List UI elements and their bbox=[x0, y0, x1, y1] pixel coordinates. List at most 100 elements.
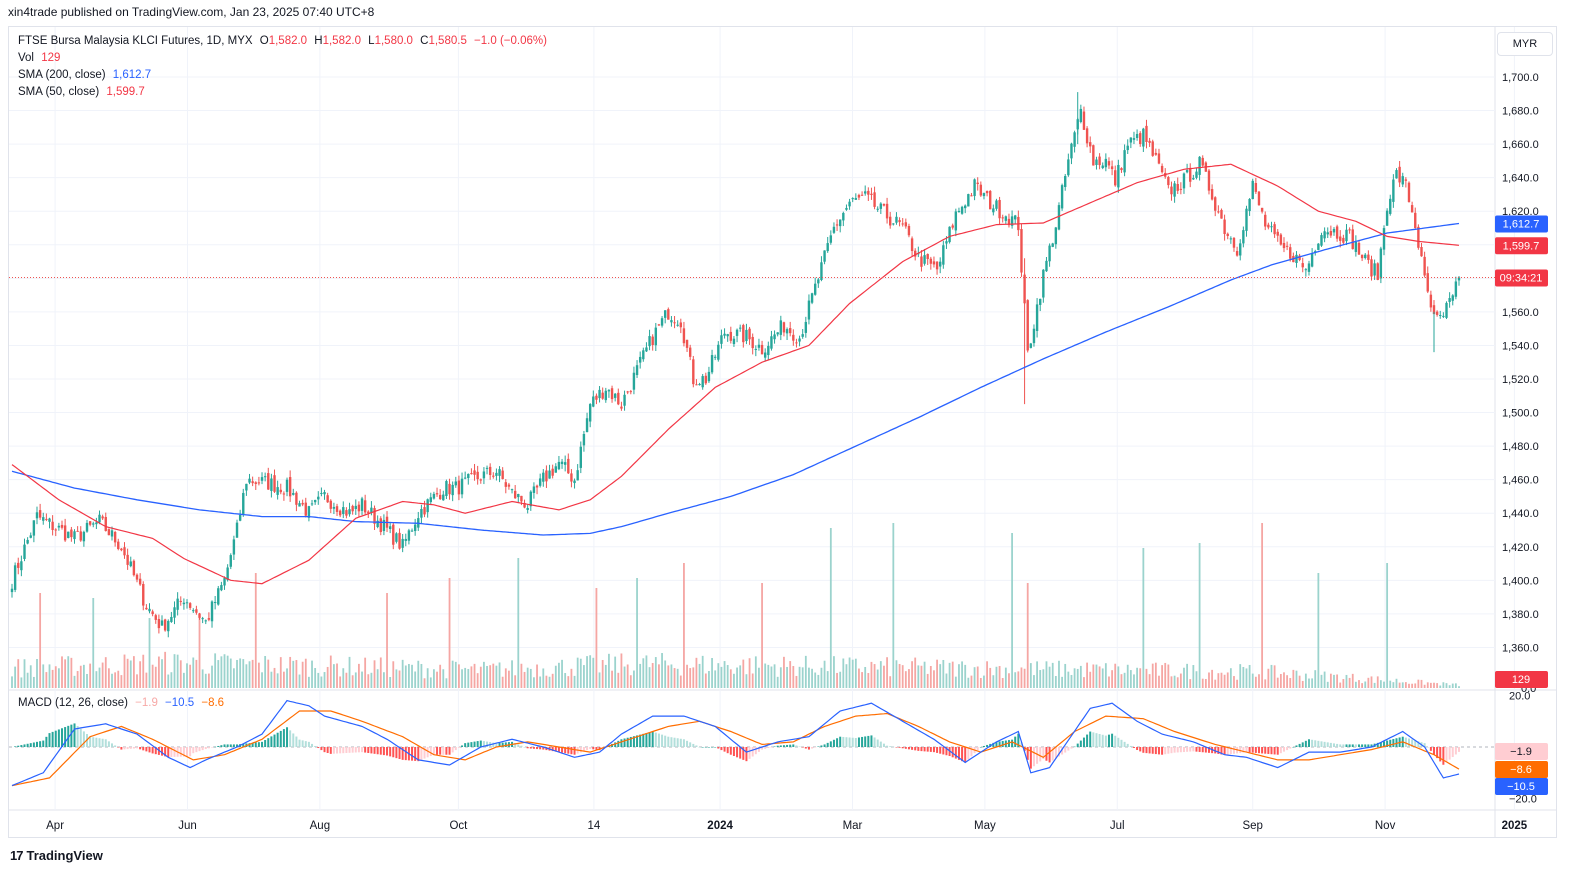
macd-histogram-bar bbox=[304, 741, 307, 747]
candle-body bbox=[1132, 138, 1136, 140]
macd-histogram-bar bbox=[182, 747, 185, 757]
volume-legend[interactable]: Vol 129 bbox=[18, 52, 64, 64]
volume-bar bbox=[1351, 673, 1354, 688]
macd-histogram-bar bbox=[1323, 741, 1326, 747]
candle bbox=[92, 521, 95, 528]
candle-body bbox=[395, 533, 398, 542]
macd-line-value: −10.5 bbox=[165, 697, 195, 709]
candle bbox=[195, 605, 198, 615]
volume-bar bbox=[1179, 673, 1182, 688]
macd-histogram-bar bbox=[48, 733, 51, 747]
symbol-legend[interactable]: FTSE Bursa Malaysia KLCI Futures, 1D, MY… bbox=[18, 35, 551, 47]
macd-histogram-bar bbox=[1448, 747, 1451, 760]
candle-body bbox=[132, 560, 136, 576]
macd-histogram-bar bbox=[442, 747, 445, 755]
macd-histogram-bar bbox=[307, 741, 310, 747]
macd-histogram-bar bbox=[1186, 747, 1189, 752]
volume-bar bbox=[1139, 668, 1142, 688]
candle-body bbox=[679, 322, 683, 328]
volume-bar bbox=[858, 668, 860, 688]
candle-body bbox=[867, 190, 870, 195]
sma200-legend[interactable]: SMA (200, close) 1,612.7 bbox=[18, 69, 155, 81]
macd-histogram-bar bbox=[926, 747, 929, 752]
macd-histogram-bar bbox=[1195, 747, 1198, 752]
volume-bar bbox=[1317, 573, 1320, 688]
volume-bar bbox=[245, 664, 248, 688]
volume-badge-bg bbox=[1495, 671, 1548, 688]
candle bbox=[379, 516, 382, 536]
volume-bar bbox=[114, 672, 117, 688]
tradingview-logo-icon: 17 bbox=[10, 848, 24, 863]
candle-body bbox=[651, 336, 654, 346]
candle bbox=[1382, 225, 1386, 256]
tradingview-logo[interactable]: 17 TradingView bbox=[10, 848, 103, 863]
candle-body bbox=[1101, 165, 1104, 169]
candle-body bbox=[1029, 343, 1033, 348]
candle bbox=[1445, 301, 1448, 320]
candle-body bbox=[629, 391, 633, 393]
volume-bar bbox=[573, 675, 576, 688]
volume-bar bbox=[567, 676, 570, 688]
volume-bar bbox=[733, 673, 735, 688]
candle bbox=[1092, 144, 1095, 166]
candle-body bbox=[1392, 179, 1395, 202]
volume-bar bbox=[414, 671, 417, 688]
macd-histogram-bar bbox=[739, 747, 742, 759]
macd-histogram-bar bbox=[1267, 747, 1270, 754]
candle bbox=[542, 469, 545, 487]
candle-body bbox=[251, 481, 254, 484]
sma50-legend[interactable]: SMA (50, close) 1,599.7 bbox=[18, 86, 149, 98]
candle-body bbox=[870, 193, 873, 195]
volume-bar bbox=[323, 672, 326, 688]
currency-selector[interactable]: MYR bbox=[1497, 32, 1553, 56]
price-tick-label: 1,520.0 bbox=[1502, 374, 1539, 386]
macd-legend[interactable]: MACD (12, 26, close) −1.9 −10.5 −8.6 bbox=[18, 697, 228, 709]
macd-histogram-bar bbox=[857, 737, 860, 747]
macd-histogram-bar bbox=[992, 742, 995, 747]
candle bbox=[982, 192, 986, 200]
macd-histogram-bar bbox=[95, 737, 98, 747]
volume-bar bbox=[464, 667, 467, 688]
candle bbox=[679, 318, 683, 334]
candle bbox=[676, 320, 679, 327]
candle-body bbox=[748, 328, 751, 340]
candle-body bbox=[1126, 145, 1129, 151]
volume-bar bbox=[773, 664, 776, 688]
candle bbox=[1079, 104, 1083, 124]
candle bbox=[348, 502, 351, 517]
volume-bar bbox=[1264, 679, 1267, 688]
volume-bar bbox=[936, 659, 938, 688]
candle bbox=[176, 592, 179, 616]
candle bbox=[82, 530, 86, 547]
macd-histogram-bar bbox=[286, 727, 289, 747]
volume-bar bbox=[32, 676, 35, 688]
macd-histogram-bar bbox=[1351, 744, 1354, 747]
volume-bar bbox=[592, 657, 595, 688]
macd-histogram-bar bbox=[379, 747, 382, 755]
macd-histogram-bar bbox=[67, 725, 70, 747]
candle bbox=[935, 261, 939, 275]
macd-histogram-bar bbox=[232, 744, 235, 747]
candle bbox=[1145, 119, 1148, 149]
candle-body bbox=[973, 179, 976, 197]
macd-histogram-bar bbox=[345, 747, 348, 754]
volume-bar bbox=[533, 677, 535, 688]
candle bbox=[767, 341, 770, 360]
candle bbox=[598, 386, 601, 403]
macd-histogram-bar bbox=[754, 747, 757, 755]
macd-histogram-bar bbox=[1329, 742, 1332, 747]
macd-histogram-bar bbox=[445, 747, 448, 755]
volume-bar bbox=[870, 661, 873, 688]
candle-body bbox=[442, 494, 445, 501]
macd-histogram-bar bbox=[145, 747, 148, 752]
volume-bar bbox=[89, 663, 92, 688]
candle bbox=[273, 469, 276, 493]
candle bbox=[788, 321, 792, 337]
macd-histogram-bar bbox=[98, 738, 101, 747]
volume-bar bbox=[1429, 682, 1432, 688]
volume-bar bbox=[292, 660, 295, 688]
macd-histogram-bar bbox=[1248, 747, 1251, 753]
macd-histogram-bar bbox=[1395, 738, 1398, 747]
macd-histogram-bar bbox=[736, 747, 739, 758]
